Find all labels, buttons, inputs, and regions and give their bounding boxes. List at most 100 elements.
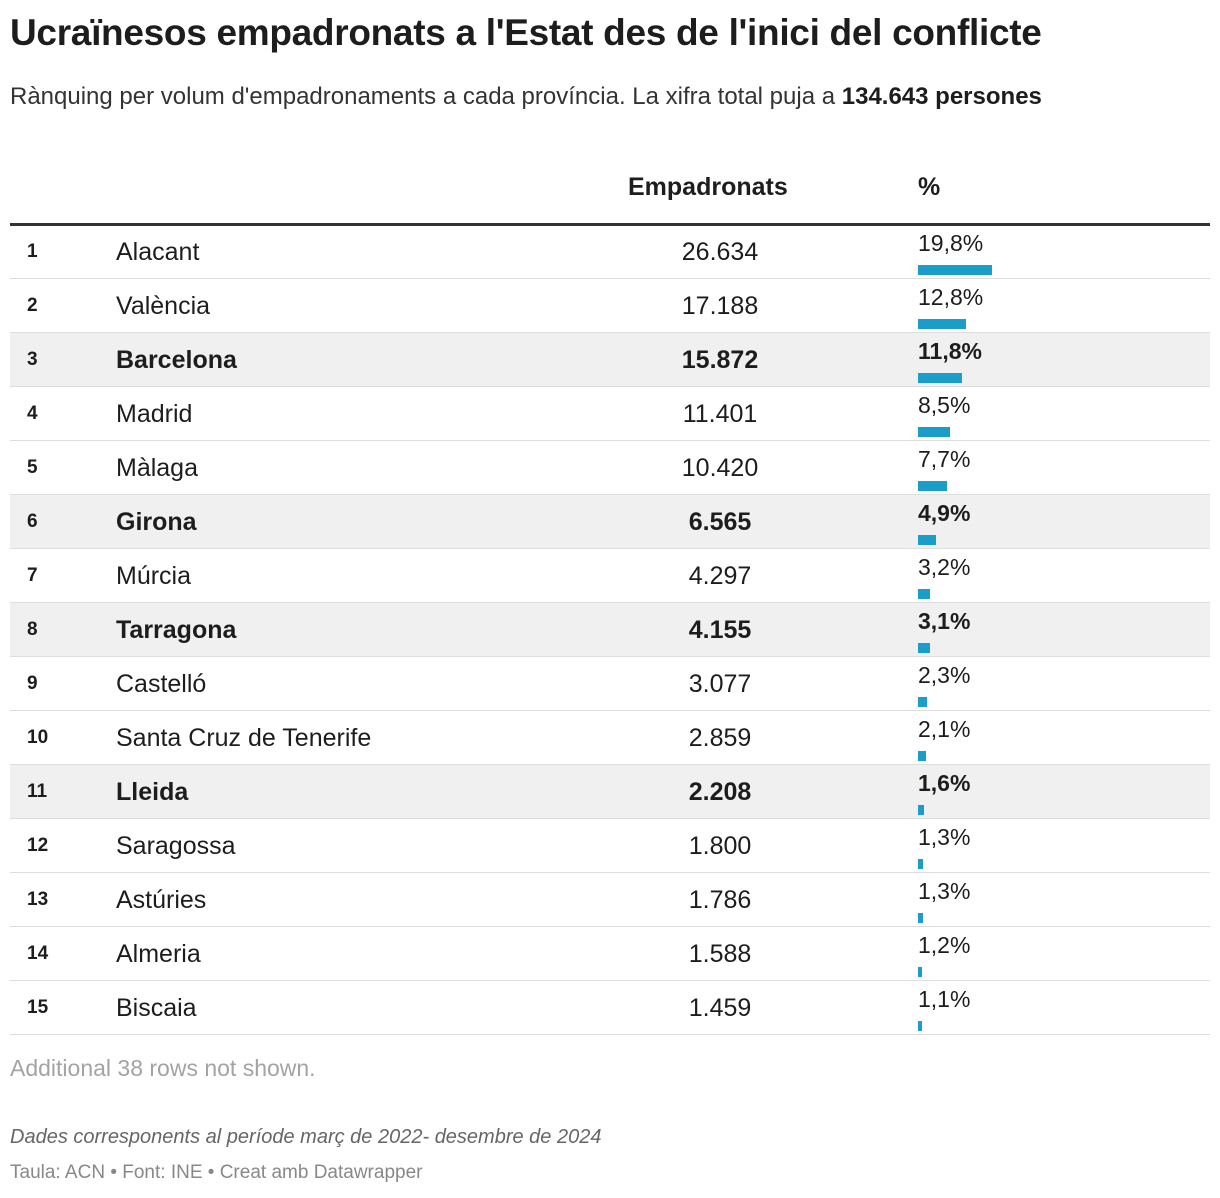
province-cell: Almeria bbox=[116, 940, 201, 968]
percent-bar bbox=[918, 859, 923, 869]
rank-cell: 14 bbox=[27, 943, 49, 964]
percent-bar bbox=[918, 265, 992, 275]
percent-bar-track bbox=[918, 967, 1038, 977]
table-row: 6 Girona 6.565 4,9% bbox=[10, 495, 1210, 549]
percent-bar-track bbox=[918, 913, 1038, 923]
percent-label: 4,9% bbox=[918, 500, 971, 526]
empadronats-cell: 1.588 bbox=[688, 940, 752, 968]
percent-bar bbox=[918, 535, 937, 545]
percent-bar bbox=[918, 805, 924, 815]
province-cell: Lleida bbox=[116, 778, 189, 806]
percent-bar bbox=[918, 481, 947, 491]
percent-label: 1,6% bbox=[918, 770, 971, 796]
percent-bar bbox=[918, 751, 926, 761]
rank-cell: 1 bbox=[27, 241, 38, 262]
percent-bar-track bbox=[918, 319, 1038, 329]
percent-bar bbox=[918, 589, 930, 599]
table-row: 3 Barcelona 15.872 11,8% bbox=[10, 333, 1210, 387]
table-row: 15 Biscaia 1.459 1,1% bbox=[10, 981, 1210, 1035]
percent-bar-track bbox=[918, 643, 1038, 653]
percent-label: 12,8% bbox=[918, 284, 984, 310]
province-cell: Màlaga bbox=[116, 454, 198, 482]
province-cell: Biscaia bbox=[116, 994, 197, 1022]
rank-cell: 7 bbox=[27, 565, 38, 586]
table-row: 13 Astúries 1.786 1,3% bbox=[10, 873, 1210, 927]
column-header-empadronats[interactable]: Empadronats bbox=[628, 173, 788, 201]
percent-label: 19,8% bbox=[918, 230, 984, 256]
empadronats-cell: 4.297 bbox=[688, 562, 752, 590]
table-row: 8 Tarragona 4.155 3,1% bbox=[10, 603, 1210, 657]
percent-bar-track bbox=[918, 751, 1038, 761]
percent-bar bbox=[918, 643, 930, 653]
rank-cell: 6 bbox=[27, 511, 38, 532]
percent-label: 1,3% bbox=[918, 824, 971, 850]
table-row: 9 Castelló 3.077 2,3% bbox=[10, 657, 1210, 711]
percent-bar-track bbox=[918, 535, 1038, 545]
table-row: 4 Madrid 11.401 8,5% bbox=[10, 387, 1210, 441]
province-cell: Tarragona bbox=[116, 616, 237, 644]
percent-label: 3,2% bbox=[918, 554, 971, 580]
table-row: 5 Màlaga 10.420 7,7% bbox=[10, 441, 1210, 495]
rank-cell: 8 bbox=[27, 619, 38, 640]
table-row: 2 València 17.188 12,8% bbox=[10, 279, 1210, 333]
rank-cell: 4 bbox=[27, 403, 38, 424]
percent-label: 1,2% bbox=[918, 932, 971, 958]
empadronats-cell: 1.786 bbox=[688, 886, 752, 914]
percent-label: 1,3% bbox=[918, 878, 971, 904]
province-cell: Girona bbox=[116, 508, 197, 536]
empadronats-cell: 15.872 bbox=[681, 346, 759, 374]
rank-cell: 13 bbox=[27, 889, 49, 910]
percent-bar bbox=[918, 697, 927, 707]
subtitle-text: Rànquing per volum d'empadronaments a ca… bbox=[10, 83, 842, 110]
empadronats-cell: 6.565 bbox=[688, 508, 752, 536]
rank-cell: 11 bbox=[27, 781, 48, 802]
percent-bar-track bbox=[918, 697, 1038, 707]
table-header: Empadronats % bbox=[10, 165, 1210, 226]
province-cell: València bbox=[116, 292, 211, 320]
table-row: 14 Almeria 1.588 1,2% bbox=[10, 927, 1210, 981]
province-cell: Santa Cruz de Tenerife bbox=[116, 724, 372, 752]
percent-bar bbox=[918, 913, 923, 923]
table-row: 10 Santa Cruz de Tenerife 2.859 2,1% bbox=[10, 711, 1210, 765]
rank-cell: 10 bbox=[27, 727, 49, 748]
percent-bar-track bbox=[918, 481, 1038, 491]
empadronats-cell: 1.800 bbox=[688, 832, 752, 860]
chart-title: Ucraïnesos empadronats a l'Estat des de … bbox=[10, 12, 1042, 53]
empadronats-cell: 2.859 bbox=[688, 724, 752, 752]
table-row: 7 Múrcia 4.297 3,2% bbox=[10, 549, 1210, 603]
empadronats-cell: 26.634 bbox=[681, 238, 759, 266]
empadronats-cell: 1.459 bbox=[688, 994, 752, 1022]
rank-cell: 3 bbox=[27, 349, 38, 370]
percent-label: 2,1% bbox=[918, 716, 971, 742]
empadronats-cell: 10.420 bbox=[681, 454, 759, 482]
province-cell: Saragossa bbox=[116, 832, 236, 860]
percent-label: 7,7% bbox=[918, 446, 971, 472]
rank-cell: 12 bbox=[27, 835, 49, 856]
percent-label: 2,3% bbox=[918, 662, 971, 688]
empadronats-cell: 17.188 bbox=[681, 292, 759, 320]
table-body: 1 Alacant 26.634 19,8% 2 València 17.188 12,8% 3… bbox=[10, 225, 1210, 1035]
table-row: 12 Saragossa 1.800 1,3% bbox=[10, 819, 1210, 873]
province-cell: Castelló bbox=[116, 670, 207, 698]
footnote: Dades corresponents al període març de 2… bbox=[10, 1126, 602, 1148]
rank-cell: 9 bbox=[27, 673, 38, 694]
table-row: 1 Alacant 26.634 19,8% bbox=[10, 225, 1210, 279]
credits: Taula: ACN • Font: INE • Creat amb Dataw… bbox=[10, 1162, 423, 1183]
percent-bar-track bbox=[918, 265, 1038, 275]
province-cell: Alacant bbox=[116, 238, 200, 266]
percent-label: 8,5% bbox=[918, 392, 971, 418]
rank-cell: 2 bbox=[27, 295, 38, 316]
percent-bar-track bbox=[918, 1021, 1038, 1031]
empadronats-cell: 4.155 bbox=[688, 616, 752, 644]
percent-bar-track bbox=[918, 805, 1038, 815]
percent-bar bbox=[918, 373, 963, 383]
percent-bar-track bbox=[918, 859, 1038, 869]
percent-bar-track bbox=[918, 373, 1038, 383]
percent-bar bbox=[918, 319, 966, 329]
table-row: 11 Lleida 2.208 1,6% bbox=[10, 765, 1210, 819]
percent-bar bbox=[918, 1021, 923, 1031]
percent-bar bbox=[918, 427, 950, 437]
column-header-percent[interactable]: % bbox=[918, 173, 941, 201]
empadronats-cell: 3.077 bbox=[688, 670, 752, 698]
chart-subtitle: Rànquing per volum d'empadronaments a ca… bbox=[10, 83, 1042, 111]
